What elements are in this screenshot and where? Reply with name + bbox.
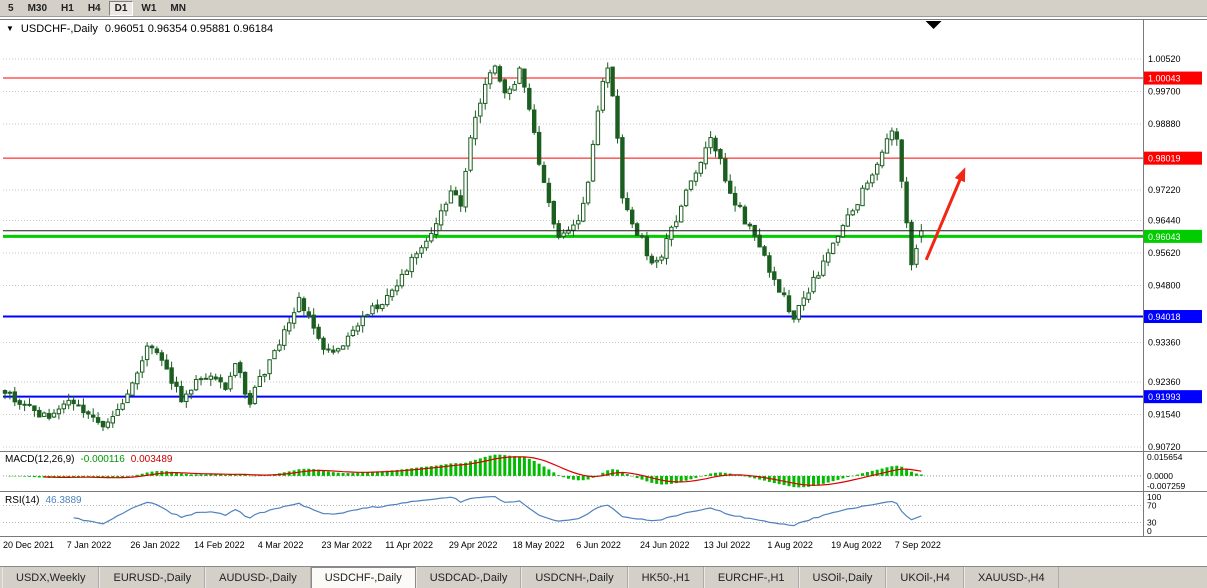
timeframe-button-h1[interactable]: H1 (61, 2, 74, 14)
price-axis-labels: 1.00520 0.99700 0.98880 0.97220 0.96440 0.956… (1148, 54, 1181, 452)
chart-tab-bar: USDX,Weekly EURUSD-,Daily AUDUSD-,Daily USD… (0, 566, 1207, 588)
chart-title: ▼ USDCHF-,Daily 0.96051 0.96354 0.95881 … (6, 23, 273, 35)
svg-text:0.98880: 0.98880 (1148, 119, 1181, 129)
svg-text:0.94800: 0.94800 (1148, 281, 1181, 291)
svg-text:14 Feb 2022: 14 Feb 2022 (194, 540, 245, 550)
horizontal-level-lines[interactable] (3, 77, 1143, 398)
chart-tab-xauusd-h4[interactable]: XAUUSD-,H4 (963, 567, 1059, 588)
timeframe-button-d1[interactable]: D1 (108, 0, 134, 16)
svg-text:7 Sep 2022: 7 Sep 2022 (895, 540, 941, 550)
rsi-line (73, 495, 922, 527)
chart-shift-marker-icon[interactable] (925, 21, 942, 29)
svg-text:29 Apr 2022: 29 Apr 2022 (449, 540, 498, 550)
svg-text:0.98019: 0.98019 (1148, 154, 1181, 164)
chart-tab-usdchf-daily[interactable]: USDCHF-,Daily (310, 567, 416, 588)
chart-tab-eurchf-h1[interactable]: EURCHF-,H1 (703, 567, 799, 588)
svg-text:0.015654: 0.015654 (1147, 452, 1183, 462)
svg-text:7 Jan 2022: 7 Jan 2022 (67, 540, 112, 550)
macd-signal-line (44, 456, 922, 486)
svg-text:30: 30 (1147, 517, 1157, 527)
svg-text:4 Mar 2022: 4 Mar 2022 (258, 540, 304, 550)
macd-name: MACD(12,26,9) (5, 454, 75, 465)
one-click-trading-icon[interactable]: ▼ (6, 24, 14, 33)
svg-text:0.97220: 0.97220 (1148, 185, 1181, 195)
rsi-value: 46.3889 (45, 495, 82, 506)
svg-text:20 Dec 2021: 20 Dec 2021 (3, 540, 54, 550)
svg-text:1.00520: 1.00520 (1148, 54, 1181, 64)
panel-separators (0, 19, 1207, 537)
rsi-level-lines (3, 505, 1143, 523)
svg-text:0.94018: 0.94018 (1148, 312, 1181, 322)
rsi-name: RSI(14) (5, 495, 40, 506)
chart-tab-ukoil-h4[interactable]: UKOil-,H4 (886, 567, 964, 588)
price-level-badges: 1.00043 0.98019 0.96043 0.94018 0.91993 (1144, 71, 1202, 404)
date-axis-labels: 20 Dec 2021 7 Jan 2022 26 Jan 2022 14 Feb 2… (3, 540, 941, 550)
chart-tab-eurusd-daily[interactable]: EURUSD-,Daily (99, 567, 206, 588)
svg-text:-0.007259: -0.007259 (1147, 481, 1186, 491)
svg-text:24 Jun 2022: 24 Jun 2022 (640, 540, 690, 550)
chart-tab-hk50-h1[interactable]: HK50-,H1 (627, 567, 704, 588)
svg-text:0.91540: 0.91540 (1148, 410, 1181, 420)
chart-tab-usoil-daily[interactable]: USOil-,Daily (798, 567, 887, 588)
candlestick-series (2, 62, 924, 431)
timeframe-button-5[interactable]: 5 (8, 2, 14, 14)
chart-tab-usdx-weekly[interactable]: USDX,Weekly (2, 567, 100, 588)
svg-text:11 Apr 2022: 11 Apr 2022 (385, 540, 433, 550)
chart-canvas[interactable]: 1.00520 0.99700 0.98880 0.97220 0.96440 0.956… (0, 17, 1207, 566)
rsi-indicator-label: RSI(14) 46.3889 (5, 495, 82, 506)
svg-text:19 Aug 2022: 19 Aug 2022 (831, 540, 882, 550)
svg-text:13 Jul 2022: 13 Jul 2022 (704, 540, 751, 550)
chart-tab-usdcad-daily[interactable]: USDCAD-,Daily (415, 567, 522, 588)
svg-text:0.96043: 0.96043 (1148, 232, 1181, 242)
timeframe-button-mn[interactable]: MN (170, 2, 186, 14)
svg-text:100: 100 (1147, 492, 1161, 502)
svg-text:26 Jan 2022: 26 Jan 2022 (130, 540, 180, 550)
svg-text:0.90720: 0.90720 (1148, 442, 1181, 452)
svg-text:23 Mar 2022: 23 Mar 2022 (322, 540, 373, 550)
svg-text:0.99700: 0.99700 (1148, 87, 1181, 97)
grid-lines (3, 58, 1143, 448)
svg-text:0.0000: 0.0000 (1147, 471, 1173, 481)
chart-tab-usdcnh-daily[interactable]: USDCNH-,Daily (521, 567, 628, 588)
svg-text:0.96440: 0.96440 (1148, 216, 1181, 226)
svg-text:70: 70 (1147, 501, 1157, 511)
chart-symbol-label: USDCHF-,Daily (20, 23, 98, 35)
macd-indicator-label: MACD(12,26,9) -0.000116 0.003489 (5, 454, 172, 465)
svg-text:1.00043: 1.00043 (1148, 74, 1181, 84)
timeframe-button-h4[interactable]: H4 (87, 2, 101, 14)
macd-axis-labels: 0.015654 0.0000-0.007259 (1147, 452, 1186, 491)
svg-text:0.93360: 0.93360 (1148, 338, 1181, 348)
svg-text:0.95620: 0.95620 (1148, 248, 1181, 258)
svg-text:18 May 2022: 18 May 2022 (513, 540, 565, 550)
svg-text:0.92360: 0.92360 (1148, 377, 1181, 387)
svg-text:0: 0 (1147, 526, 1152, 536)
svg-text:6 Jun 2022: 6 Jun 2022 (576, 540, 621, 550)
svg-text:0.91993: 0.91993 (1148, 392, 1181, 402)
timeframe-button-m30[interactable]: M30 (27, 2, 48, 14)
trend-arrow[interactable] (924, 167, 966, 261)
timeframe-toolbar: 5 M30 H1 H4 D1 W1 MN (0, 0, 1207, 17)
macd-signal-value: 0.003489 (130, 454, 173, 465)
timeframe-button-w1[interactable]: W1 (141, 2, 157, 14)
svg-text:1 Aug 2022: 1 Aug 2022 (767, 540, 813, 550)
macd-main-value: -0.000116 (80, 454, 125, 465)
chart-ohlc-values: 0.96051 0.96354 0.95881 0.96184 (104, 23, 274, 35)
chart-tab-audusd-daily[interactable]: AUDUSD-,Daily (205, 567, 311, 588)
